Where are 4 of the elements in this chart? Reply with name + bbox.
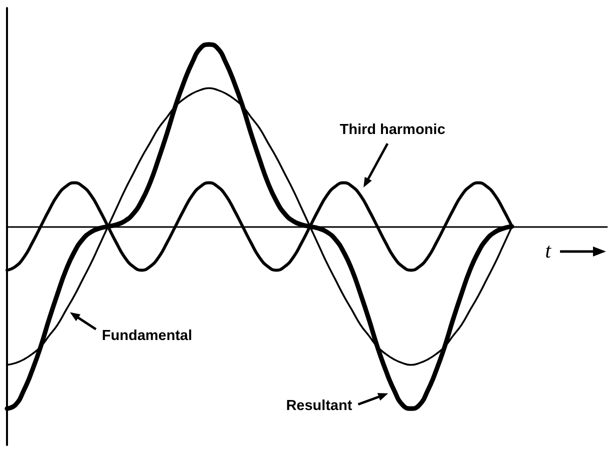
- x-axis-title: t: [545, 238, 551, 262]
- text: Fundamental: [102, 328, 192, 344]
- legend-label: Resultant: [286, 398, 352, 414]
- text: Third harmonic: [340, 121, 446, 138]
